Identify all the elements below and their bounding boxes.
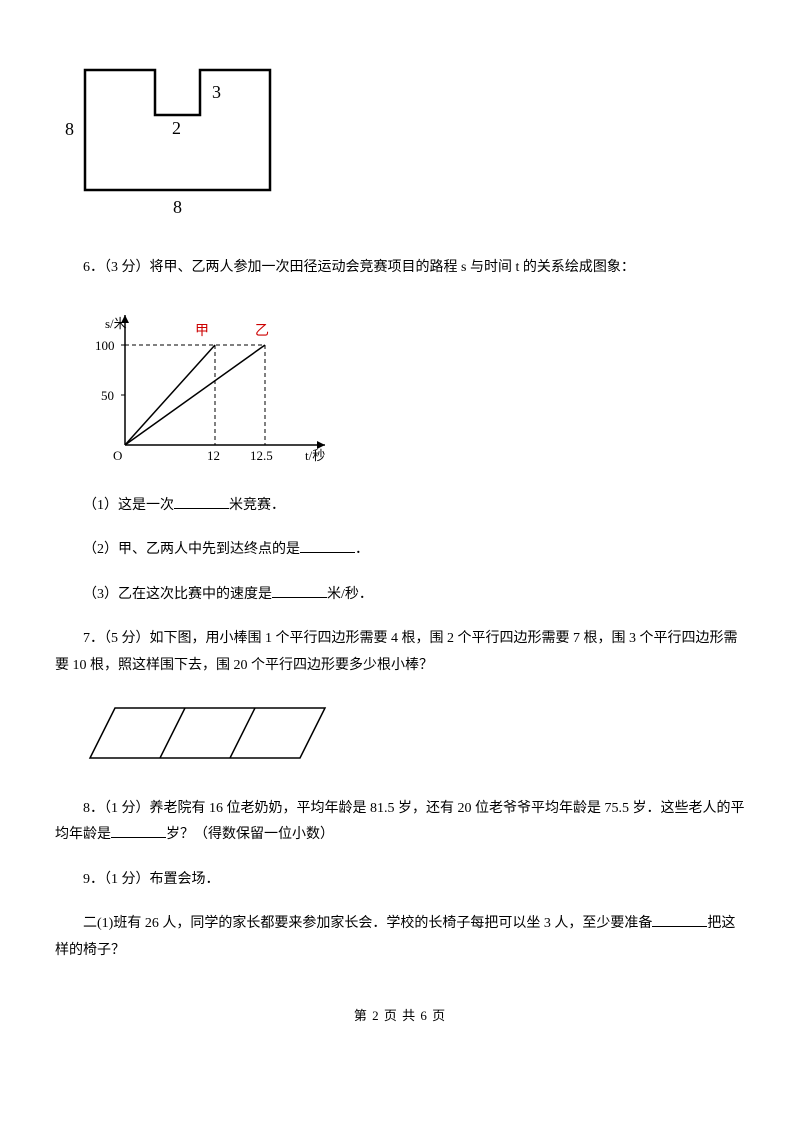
blank[interactable] — [174, 494, 229, 509]
q6-sub3-b: 米/秒． — [327, 587, 373, 602]
q9-sub: 二(1)班有 26 人，同学的家长都要来参加家长会．学校的长椅子每把可以坐 3 … — [55, 911, 745, 964]
blank[interactable] — [300, 538, 355, 553]
label-bottom: 8 — [173, 197, 182, 217]
label-notch-h: 3 — [212, 82, 221, 102]
x-axis-label: t/秒 — [305, 448, 325, 463]
q6-sub1-b: 米竞赛． — [229, 498, 285, 513]
origin-label: O — [113, 448, 122, 463]
series-yi: 乙 — [255, 323, 269, 339]
figure-u-shape: 8 2 3 8 — [55, 50, 745, 230]
blank[interactable] — [111, 823, 166, 838]
q7-figure — [85, 698, 745, 778]
q6-text: 6．（3 分）将甲、乙两人参加一次田径运动会竞赛项目的路程 s 与时间 t 的关… — [55, 255, 745, 282]
q9-sub-a: 二(1)班有 26 人，同学的家长都要来参加家长会．学校的长椅子每把可以坐 3 … — [83, 916, 652, 931]
q6-sub3-a: （3）乙在这次比赛中的速度是 — [83, 587, 272, 602]
page-footer: 第 2 页 共 6 页 — [55, 1005, 745, 1024]
label-left: 8 — [65, 119, 74, 139]
q6-sub3: （3）乙在这次比赛中的速度是 米/秒． — [55, 582, 745, 609]
q8-b: 岁？（得数保留一位小数） — [166, 827, 334, 842]
q8-text: 8．（1 分）养老院有 16 位老奶奶，平均年龄是 81.5 岁，还有 20 位… — [55, 796, 745, 849]
q9-text: 9．（1 分）布置会场． — [55, 867, 745, 894]
q7-text: 7．（5 分）如下图，用小棒围 1 个平行四边形需要 4 根，围 2 个平行四边… — [55, 626, 745, 679]
q6-sub1-a: （1）这是一次 — [83, 498, 174, 513]
q6-sub2-a: （2）甲、乙两人中先到达终点的是 — [83, 542, 300, 557]
blank[interactable] — [272, 583, 327, 598]
y-axis-label: s/米 — [105, 316, 127, 331]
q6-sub1: （1）这是一次 米竞赛． — [55, 493, 745, 520]
series-jia: 甲 — [195, 324, 209, 339]
blank[interactable] — [652, 912, 707, 927]
q6-chart: 50 100 甲 乙 12 12.5 O s/米 t/秒 — [85, 300, 745, 475]
q6-sub2-b: ． — [355, 542, 369, 557]
label-notch-w: 2 — [172, 118, 181, 138]
q6-sub2: （2）甲、乙两人中先到达终点的是 ． — [55, 537, 745, 564]
xtick-12: 12 — [207, 448, 220, 463]
ytick-50: 50 — [101, 388, 114, 403]
ytick-100: 100 — [95, 338, 115, 353]
xtick-12.5: 12.5 — [250, 448, 273, 463]
